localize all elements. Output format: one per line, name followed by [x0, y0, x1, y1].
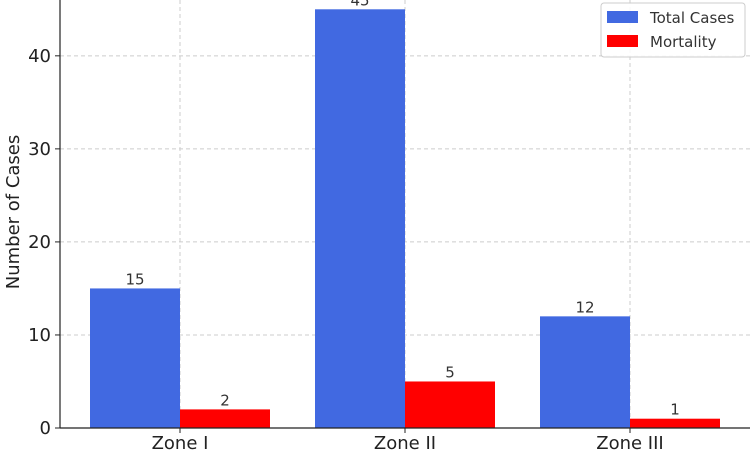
y-tick-labels: 0 10 20 30 40	[28, 46, 60, 439]
y-tick-label: 10	[28, 325, 51, 346]
legend[interactable]: Total Cases Mortality	[600, 2, 746, 58]
legend-swatch	[607, 11, 638, 23]
x-tick-label: Zone II	[374, 433, 436, 454]
bar-mortality	[630, 418, 720, 428]
data-label: 5	[445, 363, 455, 381]
y-tick-label: 30	[28, 139, 51, 160]
data-label: 12	[575, 298, 594, 316]
data-label: 15	[125, 270, 144, 288]
x-tick-label: Zone I	[152, 433, 209, 454]
y-tick-label: 20	[28, 232, 51, 253]
x-tick-labels: Zone I Zone II Zone III	[152, 428, 664, 454]
bar-mortality	[180, 409, 270, 428]
y-tick-label: 40	[28, 46, 51, 67]
x-tick-label: Zone III	[596, 433, 663, 454]
y-axis-label: Number of Cases	[3, 135, 24, 290]
data-label: 45	[350, 0, 369, 9]
data-label: 1	[670, 401, 680, 419]
legend-swatch	[607, 35, 638, 47]
bar-total-cases	[540, 316, 630, 428]
bar-total-cases	[90, 288, 180, 428]
data-label: 2	[220, 391, 230, 409]
bar-total-cases	[315, 9, 405, 428]
data-labels: 15 45 12 2 5 1	[125, 0, 679, 419]
legend-label: Total Cases	[649, 9, 735, 27]
bars	[90, 9, 720, 428]
legend-label: Mortality	[650, 33, 717, 51]
y-tick-label: 0	[40, 418, 51, 439]
bar-mortality	[405, 381, 495, 428]
